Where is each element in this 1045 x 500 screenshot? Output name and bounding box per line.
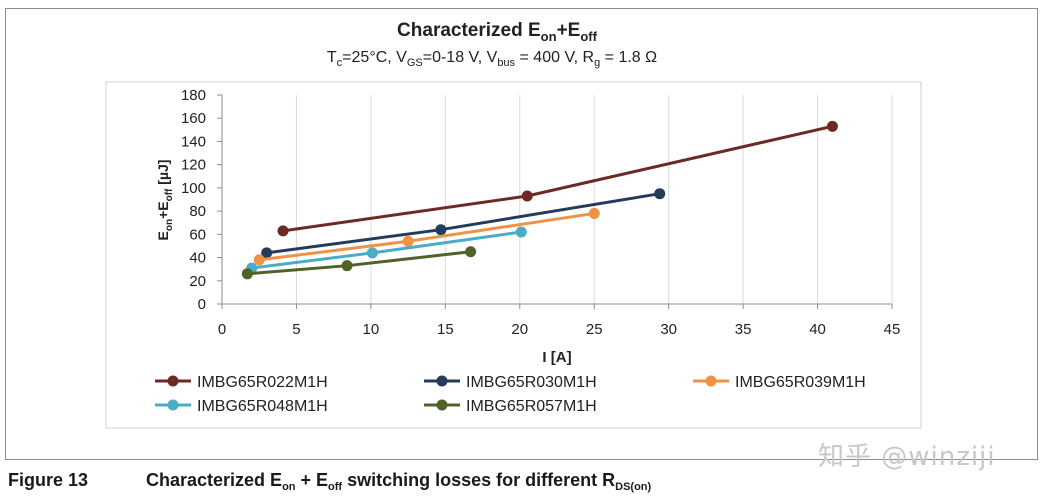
legend-label: IMBG65R057M1H (466, 398, 597, 415)
y-tick-label: 100 (181, 180, 206, 197)
data-point-IMBG65R022M1H (826, 120, 838, 132)
legend-label: IMBG65R022M1H (197, 374, 328, 391)
legend-marker (167, 399, 179, 411)
legend-label: IMBG65R048M1H (197, 398, 328, 415)
y-tick-label: 60 (189, 226, 206, 243)
figure-number: Figure 13 (8, 470, 89, 490)
y-tick-label: 160 (181, 110, 206, 127)
y-tick-label: 20 (189, 273, 206, 290)
chart: Characterized Eon+Eoff Tc=25°C, VGS=0-18… (105, 20, 922, 429)
data-point-IMBG65R057M1H (341, 260, 353, 272)
data-point-IMBG65R039M1H (402, 235, 414, 247)
legend-marker (167, 375, 179, 387)
x-tick-label: 45 (884, 321, 901, 338)
caption-text: Characterized Eon + Eoff switching losse… (146, 470, 652, 493)
data-point-IMBG65R030M1H (261, 247, 273, 259)
legend-label: IMBG65R030M1H (466, 374, 597, 391)
y-axis-label: Eon+Eoff [µJ] (155, 160, 175, 241)
x-tick-label: 10 (363, 321, 380, 338)
figure-caption: Figure 13 Characterized Eon + Eoff switc… (8, 470, 1038, 500)
legend-label: IMBG65R039M1H (735, 374, 866, 391)
y-tick-label: 0 (198, 296, 206, 313)
legend-marker (436, 399, 448, 411)
y-tick-label: 80 (189, 203, 206, 220)
x-axis-label: I [A] (542, 349, 571, 366)
legend: IMBG65R022M1H IMBG65R030M1H IMBG65R039M1H I… (155, 374, 866, 415)
x-tick-label: 5 (292, 321, 300, 338)
x-tick-label: 35 (735, 321, 752, 338)
x-tick-label: 15 (437, 321, 454, 338)
series-line-IMBG65R022M1H (282, 124, 833, 233)
x-tick-label: 40 (809, 321, 826, 338)
y-tick-label: 120 (181, 157, 206, 174)
axes: 0 5 10 15 20 25 30 35 40 45 0 20 40 60 80 100 120 140 160 1… (181, 87, 900, 338)
legend-marker (705, 375, 717, 387)
chart-subtitle: Tc=25°C, VGS=0-18 V, Vbus = 400 V, Rg = … (327, 49, 657, 69)
watermark: 知乎 @winziji (818, 442, 996, 472)
y-tick-label: 180 (181, 87, 206, 104)
plot-area-border (105, 81, 922, 429)
data-point-IMBG65R039M1H (253, 254, 265, 266)
data-point-IMBG65R039M1H (588, 207, 600, 219)
series-layer (241, 120, 838, 280)
y-tick-label: 140 (181, 133, 206, 150)
y-tick-label: 40 (189, 250, 206, 267)
x-tick-label: 25 (586, 321, 603, 338)
data-point-IMBG65R057M1H (465, 246, 477, 258)
data-point-IMBG65R048M1H (515, 226, 527, 238)
data-point-IMBG65R057M1H (241, 268, 253, 280)
x-tick-label: 0 (218, 321, 226, 338)
data-point-IMBG65R048M1H (366, 247, 378, 259)
data-point-IMBG65R030M1H (654, 188, 666, 200)
data-point-IMBG65R022M1H (277, 225, 289, 237)
x-tick-label: 30 (660, 321, 677, 338)
data-point-IMBG65R030M1H (435, 224, 447, 236)
grid-lines (295, 95, 893, 304)
data-point-IMBG65R022M1H (521, 190, 533, 202)
series-line-IMBG65R039M1H (259, 211, 595, 262)
legend-marker (436, 375, 448, 387)
chart-title: Characterized Eon+Eoff (397, 20, 598, 44)
x-tick-label: 20 (511, 321, 528, 338)
